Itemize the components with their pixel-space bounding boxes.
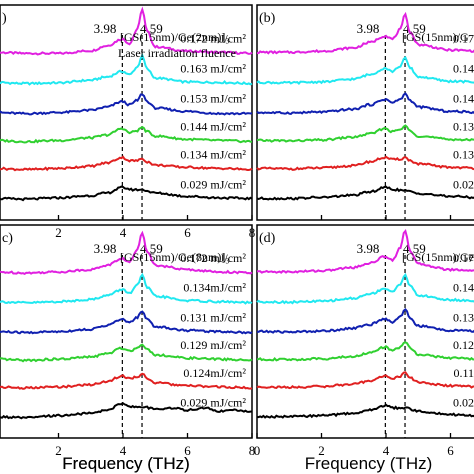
x-tick-label: 6: [184, 443, 191, 458]
series-line: [256, 155, 474, 171]
panel-frame: [0, 4, 253, 221]
series-line: [0, 185, 253, 202]
x-axis-title: Frequency (THz): [305, 454, 433, 473]
series-label: 0.172 mJ/cm²: [180, 251, 246, 265]
x-tick-label: 0: [254, 443, 261, 458]
x-tick-label: 4: [120, 443, 127, 458]
series-line: [0, 310, 253, 335]
series-line: [256, 11, 474, 55]
series-label: 0.134: [453, 147, 474, 161]
x-tick-label: 6: [447, 443, 454, 458]
panel-label: c): [2, 231, 13, 246]
reference-line-label: 3.98: [357, 241, 380, 256]
series-line: [0, 343, 253, 363]
series-line: [0, 272, 253, 305]
reference-line-label: 3.98: [357, 21, 380, 36]
series-label: 0.129 mJ/cm²: [180, 338, 246, 352]
series-label: 0.124mJ/cm²: [183, 366, 246, 380]
series-label: 0.029 mJ/cm²: [180, 178, 246, 192]
series-label: 0.144: [453, 281, 474, 295]
series-label: 0.172: [453, 251, 474, 265]
panel-subtitle: Laser irradiation fluence: [118, 46, 236, 60]
series-label: 0.134: [453, 311, 474, 325]
panel-frame: [0, 224, 253, 439]
x-tick-label: 6: [184, 225, 191, 240]
series-label: 0.172 mJ/cm²: [180, 31, 246, 45]
panel-frame: [256, 224, 474, 439]
panel-label: (b): [259, 11, 276, 26]
panel-label: (d): [259, 231, 276, 246]
series-label: 0.029: [453, 396, 474, 410]
series-label: 0.134 mJ/cm²: [180, 147, 246, 161]
series-label: 0.115: [453, 366, 474, 380]
series-line: [0, 125, 253, 144]
series-label: 0.131 mJ/cm²: [180, 311, 246, 325]
series-line: [256, 341, 474, 362]
x-tick-label: 2: [318, 443, 325, 458]
x-tick-label: 4: [383, 443, 390, 458]
series-label: 0.134mJ/cm²: [183, 281, 246, 295]
series-line: [256, 308, 474, 334]
series-label: 0.137: [453, 119, 474, 133]
chart-panel-4: 3.984.590.1720.1440.1340.1240.1150.029[G…: [254, 224, 474, 473]
series-line: [0, 6, 253, 56]
x-tick-label: 8: [249, 443, 256, 458]
panel-title: [GS(15nm)/Ge(8nm)]₃: [120, 250, 230, 264]
panel-label: ): [2, 11, 7, 26]
x-tick-label: 2: [55, 225, 62, 240]
series-line: [256, 403, 474, 419]
series-line: [0, 93, 253, 116]
chart-panel-2: 3.984.590.1720.1440.1400.1370.1340.029[G…: [256, 4, 474, 221]
panel-title: [GS(15nm)/Ge(2nm)]₃: [120, 30, 230, 44]
series-line: [0, 372, 253, 390]
panel-title: [GS(15nm)/G: [402, 30, 469, 44]
series-line: [256, 124, 474, 143]
series-line: [256, 272, 474, 305]
series-line: [0, 52, 253, 86]
series-label: 0.144 mJ/cm²: [180, 119, 246, 133]
x-axis-title: Frequency (THz): [62, 454, 190, 473]
series-line: [0, 402, 253, 420]
reference-line-label: 3.98: [94, 21, 117, 36]
x-axis-title: Frequency (THz): [62, 454, 190, 473]
series-line: [256, 185, 474, 201]
series-line: [256, 55, 474, 86]
series-line: [0, 155, 253, 172]
series-label: 0.124: [453, 338, 474, 352]
series-label: 0.140: [453, 92, 474, 106]
series-label: 0.163 mJ/cm²: [180, 61, 246, 75]
series-label: 0.144: [453, 61, 474, 75]
series-line: [256, 91, 474, 115]
panel-title: [GS(15nm)/Ge: [402, 250, 474, 264]
series-line: [256, 371, 474, 390]
x-tick-label: 2: [55, 443, 62, 458]
series-line: [0, 230, 253, 276]
reference-line-label: 3.98: [94, 241, 117, 256]
series-label: 0.029: [453, 178, 474, 192]
series-line: [256, 228, 474, 274]
series-label: 0.172: [453, 31, 474, 45]
x-tick-label: 4: [120, 225, 127, 240]
series-label: 0.153 mJ/cm²: [180, 92, 246, 106]
series-label: 0.029 mJ/cm²: [180, 396, 246, 410]
